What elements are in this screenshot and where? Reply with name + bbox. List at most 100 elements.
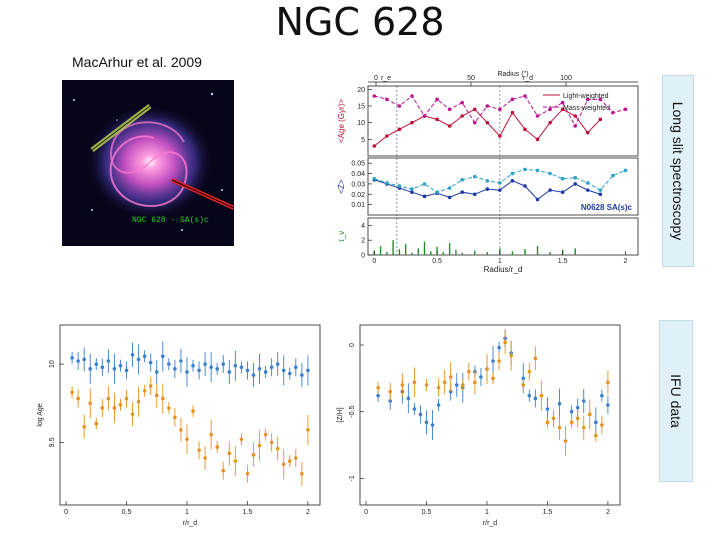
data-point [294,456,298,460]
data-point [148,360,153,365]
data-point [88,367,93,371]
series-point [560,176,565,181]
series-point [573,114,578,118]
series-point [422,182,427,186]
data-point [491,359,495,363]
y-axis-label: τ_v [337,231,346,243]
data-point [569,420,574,425]
series-point [535,168,540,173]
slide-title: NGC 628 [275,0,445,44]
ifu-metallicity-chart: 0 0.5 1 1.5 2 0 -0.5 -1 r/r_d [Z/H] [337,324,621,527]
series-point [447,107,452,112]
y-tick-label: 0 [349,343,356,347]
data-point [473,380,477,385]
citation-label: MacArhur et al. 2009 [72,54,202,70]
data-point [245,471,250,476]
y-tick-label: 0.03 [351,181,365,188]
series-point [385,134,389,138]
series-point [510,110,515,115]
ifu-frame [359,324,621,506]
data-point [179,359,183,363]
data-point [412,380,417,385]
data-point [88,401,93,406]
series-point [535,197,540,202]
data-point [136,399,141,404]
series-point [523,167,527,172]
y-tick-label: 20 [357,87,365,94]
data-point [281,462,286,467]
x-tick-label: 1.5 [558,258,568,265]
ifu-age-chart: 0 0.5 1 1.5 2 9.5 10 r/r_d log Age [37,324,321,527]
series-point [485,187,490,191]
series-line [373,108,601,147]
series-point [485,120,490,125]
data-point [185,370,189,374]
data-point [485,367,489,371]
data-point [148,384,153,388]
series-point [560,107,565,112]
data-point [287,459,292,463]
data-point [521,383,526,387]
data-point [257,443,262,448]
data-point [70,356,74,360]
data-point [533,356,538,361]
top-axis-label: Radius ('') [497,71,528,78]
data-point [436,385,441,390]
data-point [221,362,226,366]
data-point [142,388,147,393]
data-point [269,365,274,370]
x-axis-label: r/r_d [483,520,498,527]
data-point [179,428,183,432]
data-point [294,365,298,370]
side-label-longslit-text: Long slit spectroscopy [670,101,686,241]
series-point [472,192,477,197]
x-tick-label: 0 [372,258,376,265]
series-point [523,94,527,98]
data-point [227,370,232,374]
data-point [497,345,501,350]
y-tick-label: 10 [49,360,56,368]
data-point [94,362,99,366]
data-point [306,368,310,373]
series-point [435,117,439,122]
x-tick-label: 2 [623,258,627,265]
y-tick-label: 0.05 [351,161,365,168]
data-point [497,359,501,363]
series-point [460,100,464,105]
data-point [275,362,280,366]
series-point [498,134,502,138]
series-point [498,107,502,112]
series-point [410,187,414,191]
series-point [598,192,603,197]
series-point [598,188,603,192]
data-point [118,363,123,368]
series-point [573,175,578,180]
series-point [397,104,402,108]
side-label-ifu-text: IFU data [668,374,684,428]
series-point [548,188,552,192]
data-point [551,416,556,421]
series-point [447,186,452,190]
data-point [142,354,147,359]
top-tick-label: 0 [374,75,378,82]
data-point [418,412,423,417]
data-point [430,423,435,427]
series-point [535,137,540,142]
y-axis-label: <Age (Gyr)> [337,99,346,143]
data-point [239,437,244,442]
series-point [523,127,527,132]
data-point [300,373,304,377]
series-point [372,94,377,98]
series-point [385,181,389,185]
data-point [100,406,105,410]
data-point [557,425,562,430]
data-point [233,363,238,368]
series-point [447,195,452,200]
marker-rd-label: r_d [523,75,533,82]
data-point [100,365,105,370]
x-tick-label: 1 [498,258,502,265]
series-point [460,177,464,182]
data-point [167,362,171,366]
y-tick-label: -0.5 [349,406,356,418]
x-tick-label: 1 [485,509,489,516]
